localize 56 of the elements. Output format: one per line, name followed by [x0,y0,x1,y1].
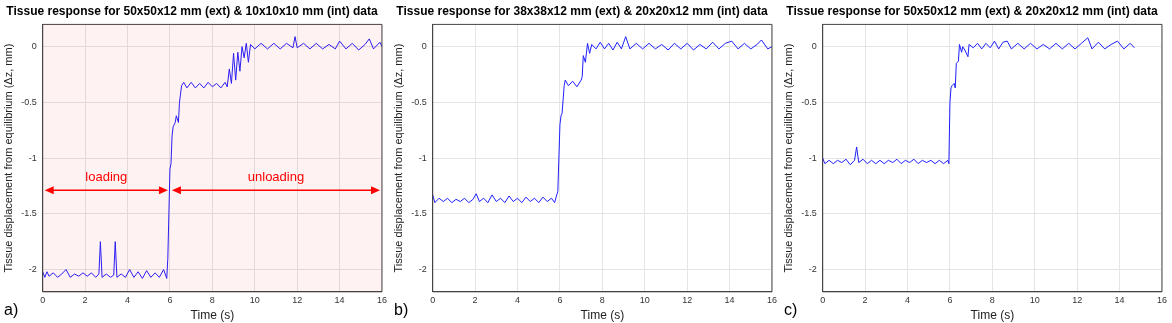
x-axis-title: Time (s) [580,308,625,323]
x-tick-label: 0 [40,294,46,305]
y-tick-label: -1 [808,152,817,163]
x-tick-label: 14 [724,294,735,305]
x-tick-label: 4 [125,294,131,305]
x-tick-label: 10 [639,294,650,305]
text: c) [784,301,798,319]
y-tick-label: -1.5 [801,208,817,219]
x-tick-label: 8 [989,294,995,305]
y-tick-label: -0.5 [801,96,817,107]
band-label: unloading [247,169,305,185]
x-tick-label: 4 [905,294,911,305]
y-axis-title: Tissue displacement from equilibrium (Δz, mm) [781,43,794,273]
chart-title: Tissue response for 38x38x12 mm (ext) & 20x20x12 mm (int) data [396,3,768,18]
x-tick-label: 8 [209,294,215,305]
x-tick-label: 4 [515,294,521,305]
x-tick-label: 6 [167,294,173,305]
x-tick-label: 12 [1072,294,1083,305]
x-tick-label: 12 [292,294,303,305]
x-tick-label: 2 [862,294,868,305]
text: a) [4,301,19,319]
y-tick-label: -1 [418,152,427,163]
x-tick-label: 0 [430,294,436,305]
y-axis-title: Tissue displacement from equilibrium (Δz, mm) [391,43,404,273]
y-tick-label: -2 [28,264,37,274]
x-axis-title: Time (s) [190,308,235,323]
x-tick-label: 0 [820,294,826,305]
y-tick-label: -0.5 [411,96,427,107]
y-tick-label: -2 [418,264,427,274]
x-tick-label: 8 [599,294,605,305]
x-tick-label: 10 [1029,294,1040,305]
y-tick-label: 0 [421,41,427,52]
x-tick-label: 2 [472,294,478,305]
y-tick-label: -2 [808,264,817,274]
x-tick-label: 16 [766,294,777,305]
x-tick-label: 6 [557,294,563,305]
x-tick-label: 2 [82,294,88,305]
x-tick-label: 14 [1114,294,1125,305]
x-tick-label: 16 [1156,294,1167,305]
x-tick-label: 16 [376,294,387,305]
y-tick-label: -1.5 [411,208,427,219]
y-tick-label: -1 [28,152,37,163]
y-tick-label: -0.5 [21,96,37,107]
y-tick-label: -1.5 [21,208,37,219]
y-tick-label: 0 [31,41,37,52]
x-axis-title: Time (s) [970,308,1015,323]
y-tick-label: 0 [811,41,817,52]
x-tick-label: 14 [334,294,345,305]
x-tick-label: 6 [947,294,953,305]
chart-title: Tissue response for 50x50x12 mm (ext) & 10x10x10 mm (int) data [6,3,378,18]
band-label: loading [85,169,128,185]
x-tick-label: 12 [682,294,693,305]
x-tick-label: 10 [249,294,260,305]
text: b) [394,301,409,319]
y-axis-title: Tissue displacement from equilibrium (Δz, mm) [1,43,14,273]
chart-title: Tissue response for 50x50x12 mm (ext) & 20x20x12 mm (int) data [786,3,1158,18]
